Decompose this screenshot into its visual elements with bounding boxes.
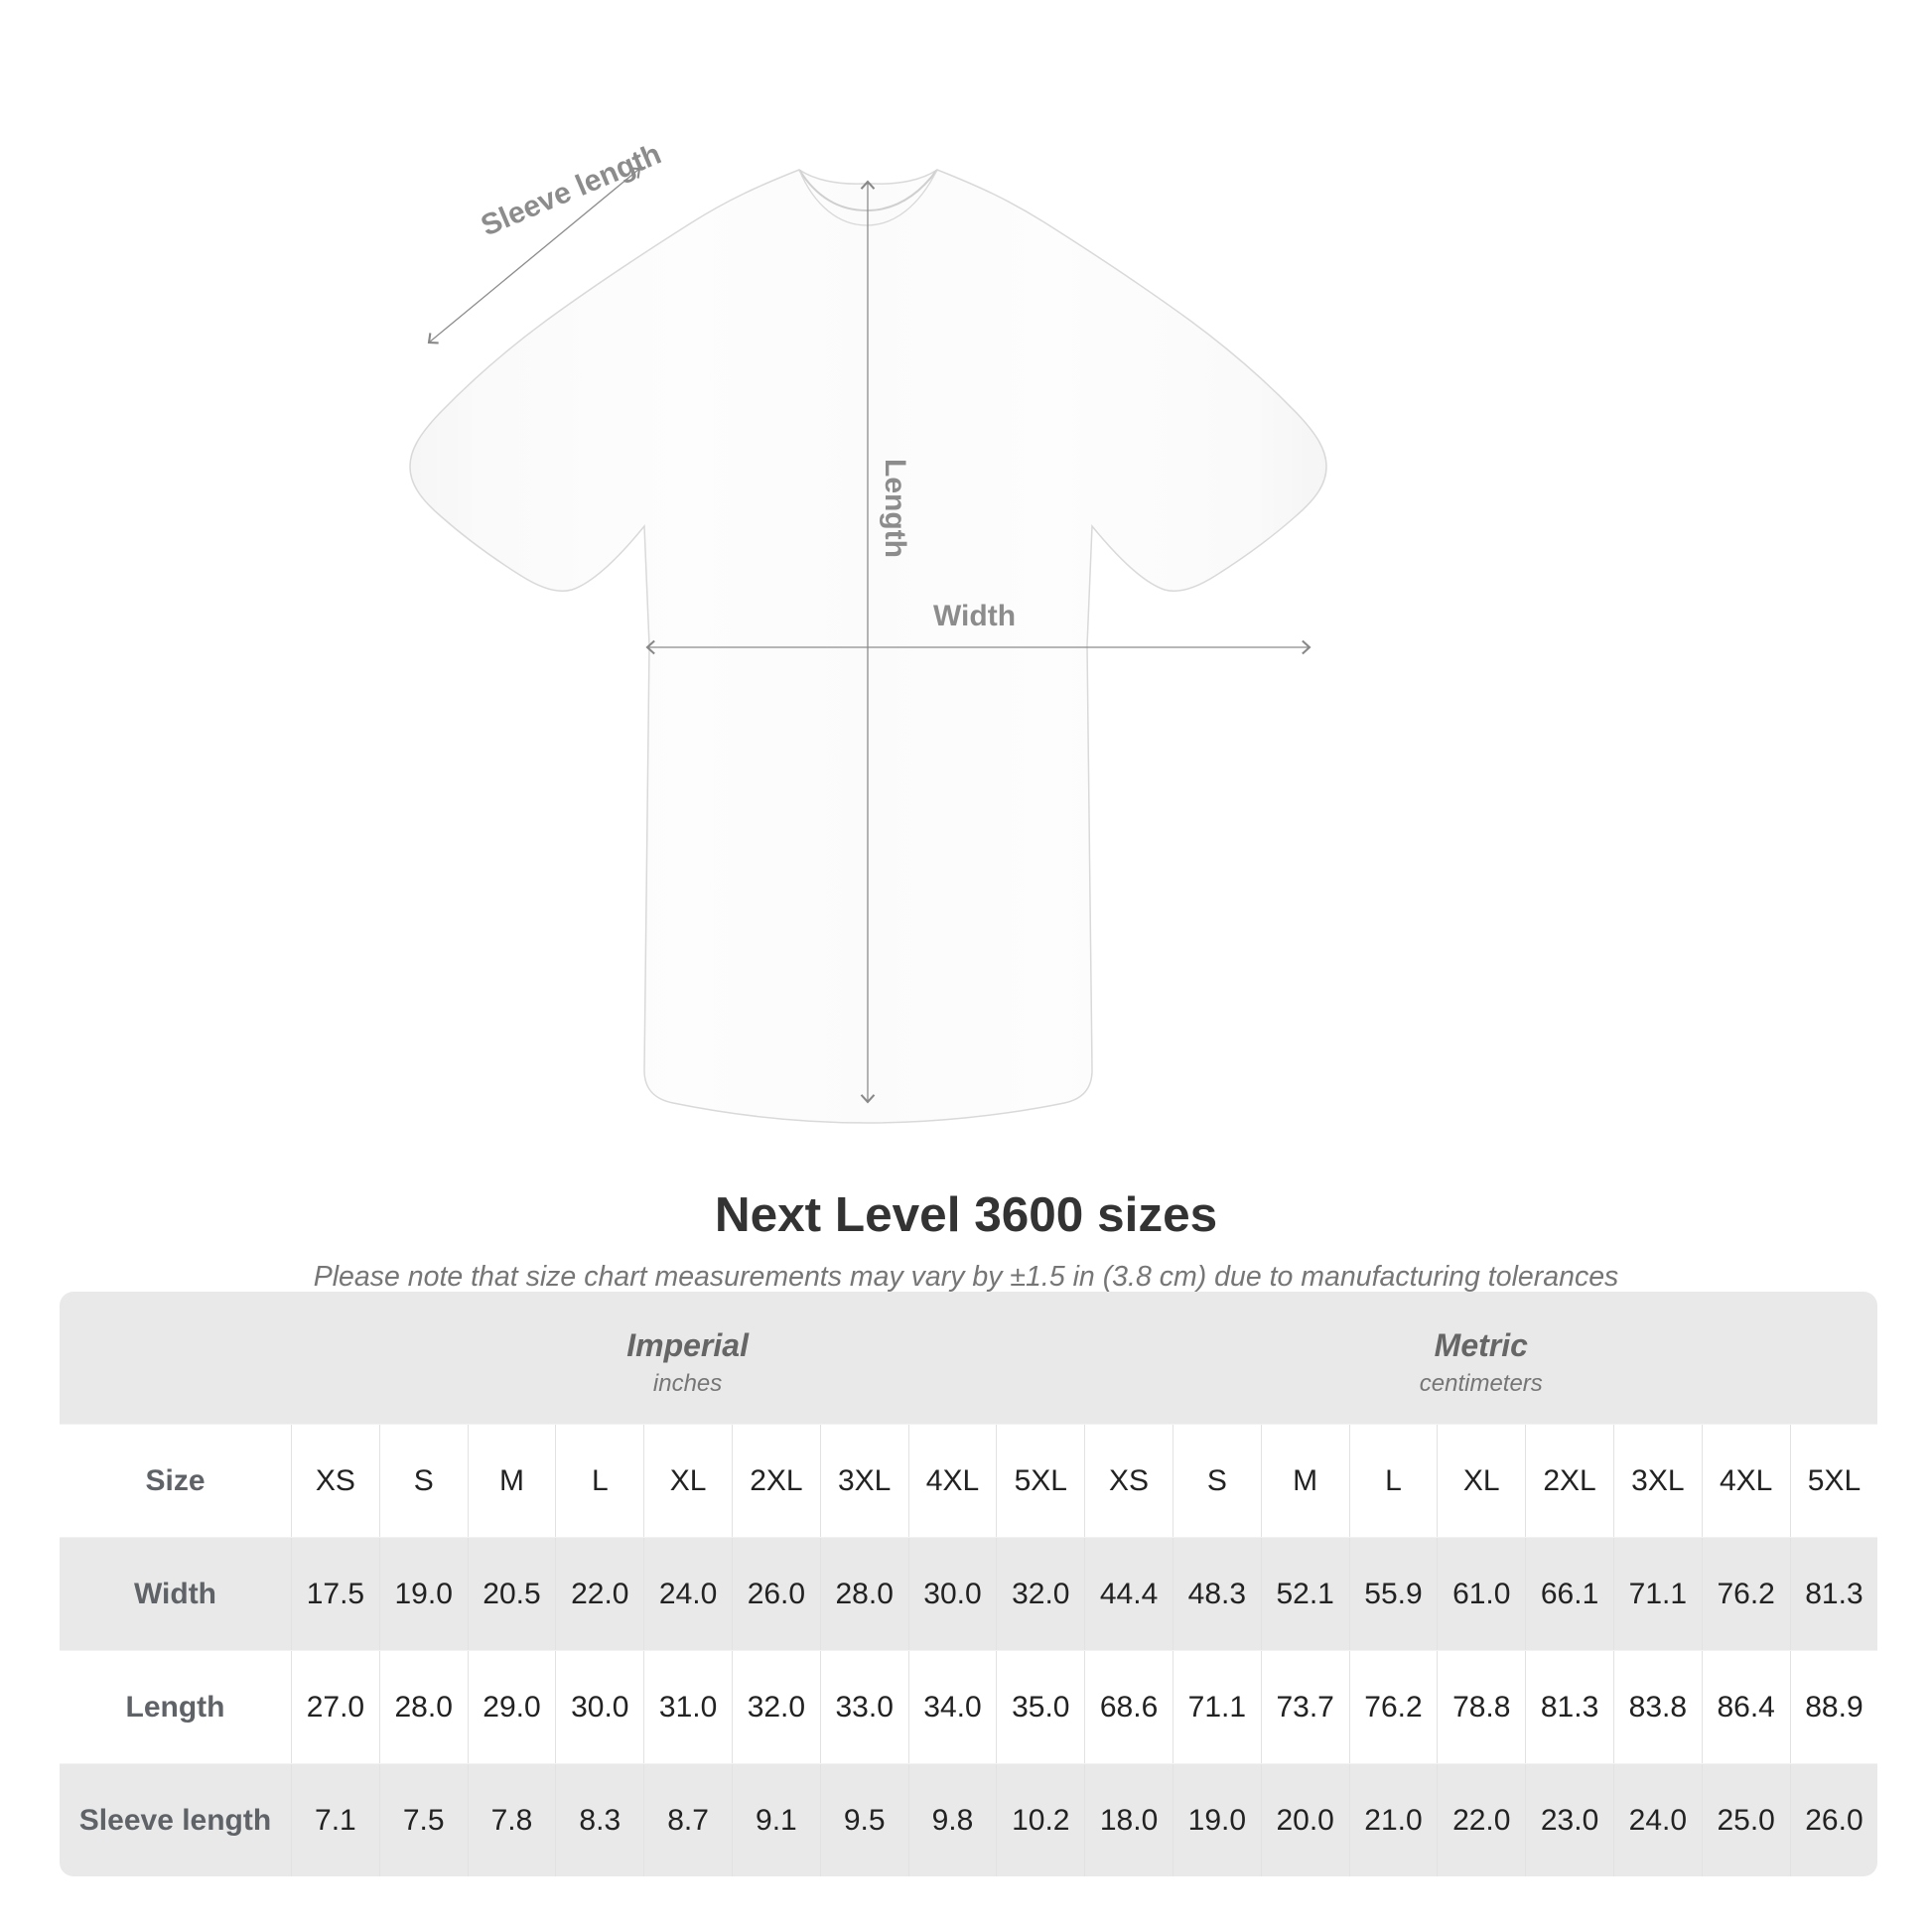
svg-text:Width: Width xyxy=(933,600,1016,632)
svg-text:Length: Length xyxy=(879,459,911,558)
svg-text:Sleeve length: Sleeve length xyxy=(477,137,666,242)
